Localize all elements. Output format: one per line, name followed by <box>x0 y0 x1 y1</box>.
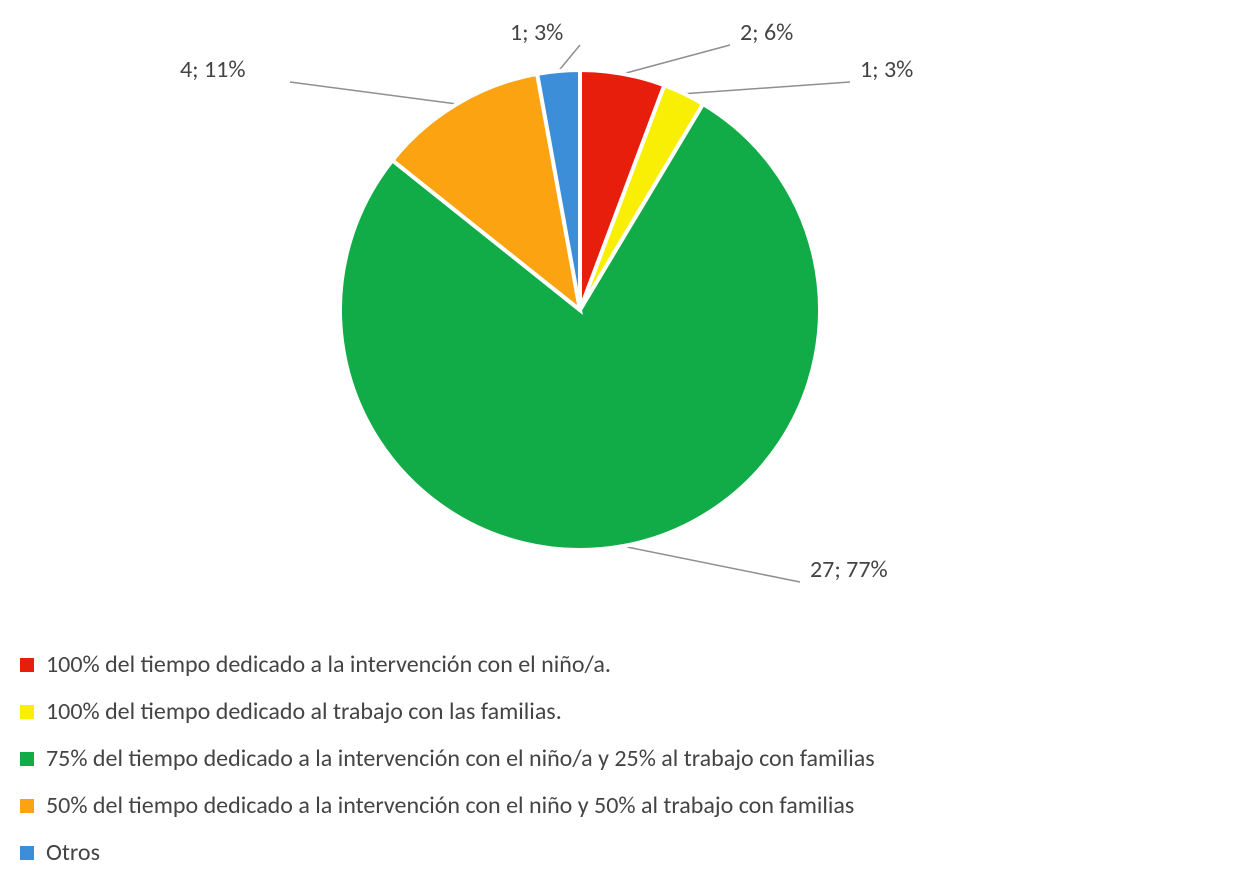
leader-line <box>623 45 730 74</box>
legend-marker <box>20 799 34 813</box>
data-label: 4; 11% <box>180 55 246 84</box>
legend-marker <box>20 846 34 860</box>
legend-label: 75% del tiempo dedicado a la intervenció… <box>46 744 875 773</box>
chart-legend: 100% del tiempo dedicado a la intervenci… <box>20 650 1220 884</box>
legend-label: Otros <box>46 838 100 867</box>
legend-marker <box>20 658 34 672</box>
legend-item: 100% del tiempo dedicado a la intervenci… <box>20 650 1220 679</box>
legend-label: 100% del tiempo dedicado a la intervenci… <box>46 650 611 679</box>
legend-item: 50% del tiempo dedicado a la intervenció… <box>20 791 1220 820</box>
legend-label: 100% del tiempo dedicado al trabajo con … <box>46 697 562 726</box>
leader-line <box>558 45 580 71</box>
legend-marker <box>20 705 34 719</box>
data-label: 1; 3% <box>510 18 563 47</box>
chart-container: 2; 6% 1; 3% 27; 77% 4; 11% 1; 3% 100% del ti… <box>0 0 1254 884</box>
leader-line <box>684 82 850 94</box>
pie-chart-area: 2; 6% 1; 3% 27; 77% 4; 11% 1; 3% <box>0 0 1254 640</box>
leader-line <box>623 546 800 582</box>
legend-item: 75% del tiempo dedicado a la intervenció… <box>20 744 1220 773</box>
pie-slices <box>340 70 820 550</box>
legend-marker <box>20 752 34 766</box>
leader-line <box>290 82 457 104</box>
data-label: 2; 6% <box>740 18 793 47</box>
data-label: 1; 3% <box>860 55 913 84</box>
legend-label: 50% del tiempo dedicado a la intervenció… <box>46 791 854 820</box>
data-label: 27; 77% <box>810 555 888 584</box>
pie-svg <box>0 0 1254 640</box>
legend-item: Otros <box>20 838 1220 867</box>
legend-item: 100% del tiempo dedicado al trabajo con … <box>20 697 1220 726</box>
